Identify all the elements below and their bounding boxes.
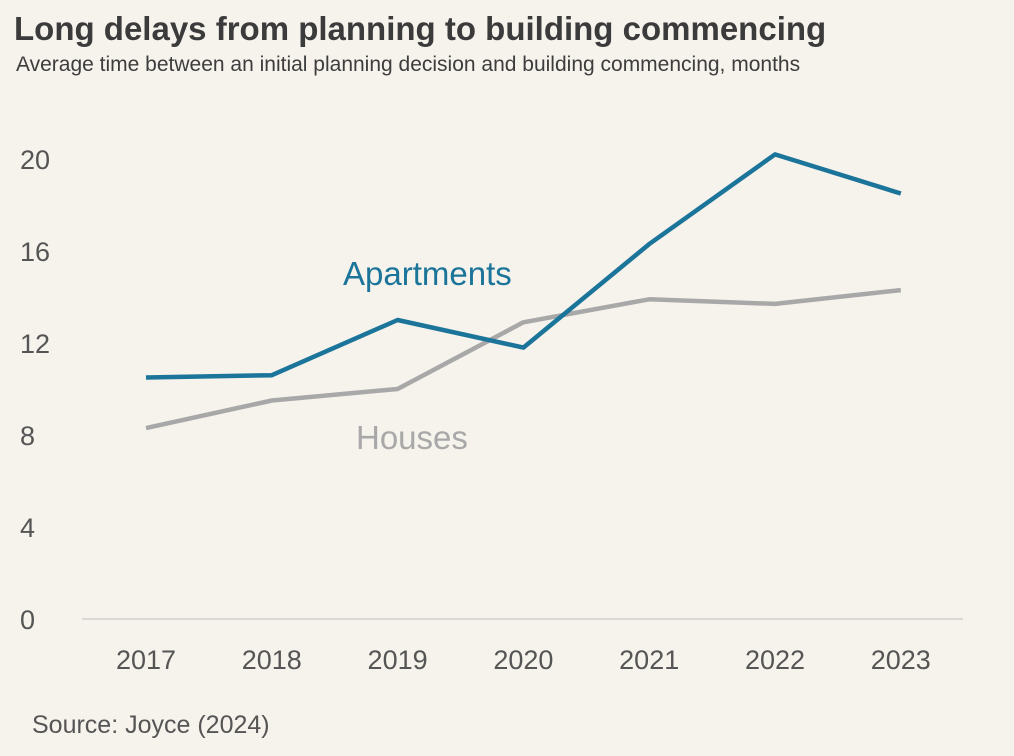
y-tick-label: 8 [20,421,35,451]
apartments-series-label: Apartments [343,255,512,292]
x-tick-label: 2017 [116,645,176,675]
chart-subtitle: Average time between an initial planning… [16,53,800,76]
houses-series-label: Houses [356,419,468,456]
y-tick-label: 20 [20,145,50,175]
chart-title: Long delays from planning to building co… [14,10,826,47]
x-tick-label: 2021 [619,645,679,675]
y-tick-label: 12 [20,329,50,359]
y-tick-label: 0 [20,605,35,635]
series-lines [145,152,902,431]
houses-series-line [145,287,902,431]
x-axis-ticks: 2017 2018 2019 2020 2021 2022 2023 [116,645,931,675]
x-tick-label: 2019 [368,645,428,675]
y-tick-label: 16 [20,237,50,267]
x-tick-label: 2020 [493,645,553,675]
apartments-series-line [145,152,902,380]
x-tick-label: 2023 [871,645,931,675]
y-axis-ticks: 0 4 8 12 16 20 [20,145,50,635]
x-tick-label: 2018 [242,645,302,675]
y-tick-label: 4 [20,513,35,543]
source-note: Source: Joyce (2024) [32,711,270,739]
x-tick-label: 2022 [745,645,805,675]
